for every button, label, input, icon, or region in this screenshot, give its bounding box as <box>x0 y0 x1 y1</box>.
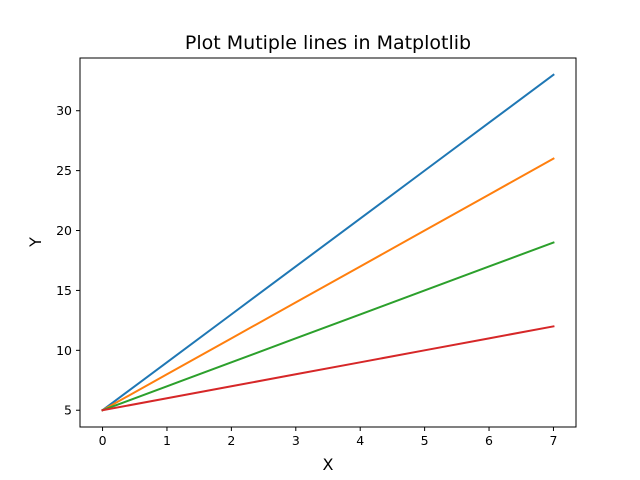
y-tick-label: 5 <box>64 403 72 418</box>
series-line-3 <box>101 241 555 412</box>
y-tick-label: 25 <box>56 163 72 178</box>
series-line-4 <box>101 325 555 412</box>
x-tick-label: 5 <box>421 433 429 448</box>
y-axis-ticks: 5 10 15 20 25 30 <box>56 103 80 418</box>
y-tick-label: 20 <box>56 223 72 238</box>
x-axis-label: X <box>323 455 334 474</box>
x-tick-label: 7 <box>549 433 557 448</box>
y-tick-label: 15 <box>56 283 72 298</box>
x-tick-label: 6 <box>485 433 493 448</box>
x-tick-label: 2 <box>227 433 235 448</box>
y-tick-label: 30 <box>56 103 72 118</box>
plot-frame <box>79 57 577 428</box>
y-axis-label: Y <box>26 237 45 248</box>
series-line-2 <box>101 157 555 412</box>
series-line-1 <box>101 73 555 412</box>
x-tick-label: 3 <box>292 433 300 448</box>
series-layer <box>101 73 555 412</box>
chart-title: Plot Mutiple lines in Matplotlib <box>185 32 471 54</box>
x-axis-ticks: 0 1 2 3 4 5 6 7 <box>99 427 557 448</box>
x-tick-label: 1 <box>163 433 171 448</box>
y-tick-label: 10 <box>56 343 72 358</box>
x-tick-label: 4 <box>356 433 364 448</box>
x-tick-label: 0 <box>99 433 107 448</box>
